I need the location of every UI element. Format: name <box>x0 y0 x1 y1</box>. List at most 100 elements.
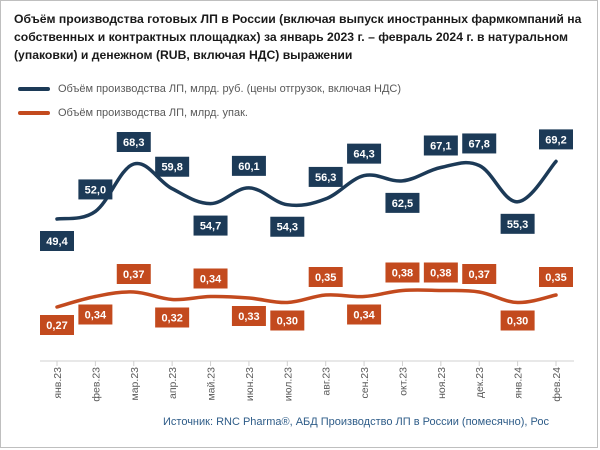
data-label-box <box>500 213 535 234</box>
series-line-1 <box>55 288 558 309</box>
data-label-text: 49,4 <box>46 236 68 248</box>
data-label-0: 54,7 <box>193 215 228 236</box>
data-label-box <box>423 135 458 156</box>
data-label-box <box>539 129 573 150</box>
data-label-text: 0,35 <box>315 272 336 284</box>
data-label-text: 0,34 <box>85 310 107 322</box>
data-label-text: 0,32 <box>161 313 182 325</box>
x-tick-label: сен.23 <box>359 367 371 399</box>
x-tick-label: янв.23 <box>52 367 64 399</box>
data-label-1: 0,38 <box>423 262 458 283</box>
data-label-1: 0,27 <box>40 315 74 335</box>
data-label-0: 69,2 <box>539 129 573 150</box>
data-label-text: 54,3 <box>277 222 298 234</box>
source-note: Источник: RNC Pharma®, АБД Производство … <box>163 416 549 428</box>
data-label-text: 0,34 <box>200 274 222 286</box>
x-tick-label: июл.23 <box>282 367 294 401</box>
legend-item-rub: Объём производства ЛП, млрд. руб. (цены … <box>18 83 401 97</box>
data-label-text: 0,38 <box>430 268 451 280</box>
data-label-0: 49,4 <box>40 231 74 251</box>
data-label-0: 52,0 <box>78 179 113 200</box>
data-label-box <box>231 306 266 326</box>
data-label-text: 0,30 <box>507 316 528 328</box>
data-label-text: 68,3 <box>123 137 144 149</box>
data-label-1: 0,34 <box>78 304 113 325</box>
data-label-box <box>500 310 535 331</box>
data-label-text: 60,1 <box>238 161 259 173</box>
data-label-0: 64,3 <box>347 143 382 164</box>
data-label-0: 55,3 <box>500 213 535 234</box>
data-label-box <box>193 215 228 236</box>
data-label-0: 54,3 <box>270 216 305 237</box>
data-label-0: 67,8 <box>462 133 497 154</box>
legend-swatch-rub <box>18 87 50 92</box>
x-tick-label: ноя.23 <box>436 367 448 399</box>
data-label-text: 0,38 <box>392 268 413 280</box>
data-label-box <box>308 166 343 187</box>
legend-label-rub: Объём производства ЛП, млрд. руб. (цены … <box>58 83 402 96</box>
data-label-box <box>155 307 190 328</box>
data-label-text: 67,1 <box>430 140 451 152</box>
data-label-box <box>116 132 151 152</box>
data-label-box <box>270 216 305 237</box>
data-label-text: 69,2 <box>545 134 566 146</box>
data-label-text: 0,34 <box>353 310 375 322</box>
data-label-box <box>423 262 458 283</box>
data-label-text: 0,30 <box>277 316 298 328</box>
x-tick-label: май.23 <box>206 367 218 401</box>
data-label-text: 64,3 <box>353 149 374 161</box>
data-label-text: 67,8 <box>469 138 490 150</box>
data-label-1: 0,37 <box>116 264 151 284</box>
x-tick-label: дек.23 <box>474 367 486 398</box>
data-label-0: 56,3 <box>308 166 343 187</box>
x-tick-label: мар.23 <box>129 367 141 401</box>
data-label-text: 0,27 <box>46 320 67 332</box>
legend-label-packs: Объём производства ЛП, млрд. упак. <box>58 107 248 120</box>
data-label-box <box>539 267 573 287</box>
data-label-box <box>116 264 151 284</box>
x-tick-label: фев.24 <box>551 367 563 402</box>
data-label-box <box>193 268 228 289</box>
data-label-box <box>78 304 113 325</box>
data-label-box <box>347 304 382 325</box>
data-label-box <box>155 156 190 177</box>
data-label-text: 0,33 <box>238 311 259 323</box>
data-label-text: 56,3 <box>315 172 336 184</box>
data-label-text: 52,0 <box>85 184 106 196</box>
data-label-box <box>462 264 497 284</box>
x-tick-label: фев.23 <box>90 367 102 402</box>
legend-item-packs: Объём производства ЛП, млрд. упак. <box>18 107 248 121</box>
data-label-1: 0,34 <box>347 304 382 325</box>
data-label-box <box>231 155 266 176</box>
data-label-box <box>385 262 420 283</box>
data-label-box <box>462 133 497 154</box>
data-label-0: 68,3 <box>116 132 151 152</box>
data-label-box <box>308 267 343 287</box>
data-label-box <box>347 143 382 164</box>
data-label-1: 0,35 <box>308 267 343 287</box>
data-label-1: 0,33 <box>231 306 266 326</box>
x-tick-label: июн.23 <box>244 367 256 401</box>
data-label-0: 60,1 <box>231 155 266 176</box>
data-label-0: 62,5 <box>385 192 420 213</box>
data-label-text: 0,37 <box>123 269 144 281</box>
x-tick-label: окт.23 <box>397 367 409 396</box>
data-label-0: 59,8 <box>155 156 190 177</box>
data-label-text: 62,5 <box>392 198 413 210</box>
data-label-text: 59,8 <box>161 162 182 174</box>
chart-title: Объём производства готовых ЛП в России (… <box>14 12 582 62</box>
x-tick-label: янв.24 <box>513 367 525 399</box>
data-label-1: 0,30 <box>270 310 305 331</box>
data-label-1: 0,35 <box>539 267 573 287</box>
data-label-text: 55,3 <box>507 219 528 231</box>
data-label-0: 67,1 <box>423 135 458 156</box>
data-label-box <box>40 315 74 335</box>
data-label-1: 0,30 <box>500 310 535 331</box>
data-label-text: 0,37 <box>469 269 490 281</box>
x-tick-label: авг.23 <box>321 367 333 396</box>
data-label-1: 0,38 <box>385 262 420 283</box>
data-label-text: 54,7 <box>200 221 221 233</box>
data-label-1: 0,37 <box>462 264 497 284</box>
